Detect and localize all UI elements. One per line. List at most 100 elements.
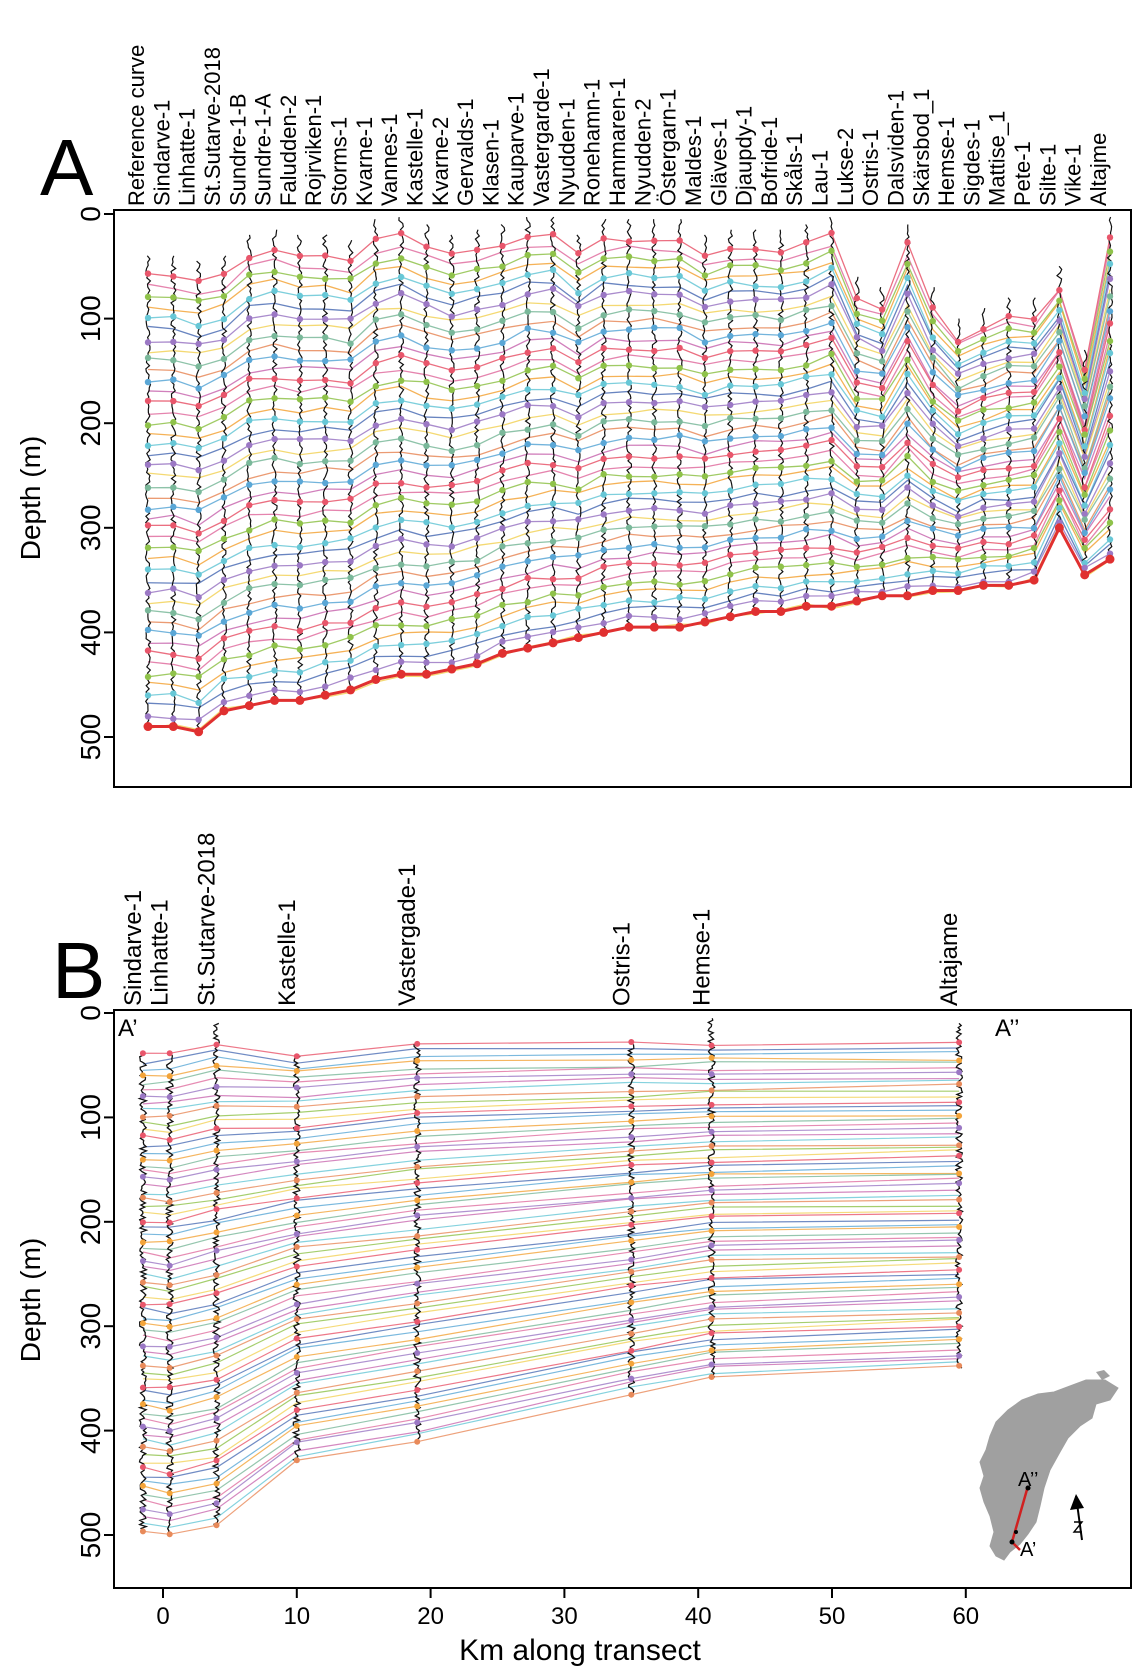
correlation-marker [828,490,835,497]
correlation-marker [473,477,481,485]
correlation-marker [853,578,861,585]
correlation-marker [473,557,481,565]
correlation-marker [166,1323,173,1330]
correlation-marker [904,472,911,479]
correlation-marker [708,1159,715,1166]
correlation-marker [322,394,329,401]
well-log-curve [600,218,608,631]
well-name-label: Ronehamn-1 [580,79,605,206]
correlation-marker [1056,374,1063,382]
correlation-marker [625,560,633,567]
correlation-marker [322,498,329,506]
correlation-marker [414,1387,421,1394]
correlation-marker [853,478,861,485]
correlation-marker [271,268,278,276]
correlation-marker [625,326,633,333]
correlation-line [142,1083,960,1118]
correlation-marker [651,599,658,606]
correlation-marker [372,622,380,629]
correlation-marker [777,397,785,404]
y-tick-label: 200 [75,400,106,447]
correlation-marker [473,364,481,371]
panel-b: B 0 100 200 300 400 500 0 10 20 30 40 50 60 Sindarv… [15,833,1132,1667]
correlation-marker [828,371,835,378]
correlation-marker [220,292,228,300]
correlation-marker [929,515,936,522]
correlation-marker [293,1457,300,1464]
correlation-marker [166,1531,173,1538]
correlation-marker [213,1206,220,1213]
correlation-marker [1056,473,1063,481]
correlation-marker [575,552,582,559]
correlation-marker [727,588,734,595]
correlation-marker [139,1194,146,1201]
correlation-line [142,1144,960,1203]
correlation-marker [628,1317,635,1324]
correlation-marker [676,272,683,280]
correlation-marker [448,426,455,434]
base-horizon-marker [725,612,735,622]
base-horizon-marker [1105,554,1115,564]
correlation-marker [600,620,607,627]
correlation-marker [853,395,861,403]
correlation-marker [1056,497,1063,504]
correlation-marker [828,508,835,515]
correlation-marker [1081,544,1088,552]
correlation-marker [904,500,911,507]
correlation-marker [929,354,936,361]
correlation-marker [414,1438,421,1445]
correlation-marker [1005,524,1012,531]
correlation-marker [144,589,152,597]
correlation-marker [213,1147,220,1154]
y-tick-label: 100 [75,1094,106,1141]
correlation-marker [1106,441,1114,449]
correlation-marker [828,229,835,237]
correlation-marker [904,308,911,315]
correlation-marker [246,417,253,424]
correlation-line [142,1149,960,1216]
correlation-marker [246,652,253,659]
correlation-marker [296,377,304,384]
correlation-marker [904,583,911,590]
well-log-curve [499,224,506,652]
correlation-marker [246,673,253,681]
correlation-marker [727,382,734,389]
correlation-marker [499,377,506,384]
correlation-marker [777,348,785,355]
correlation-marker [708,1087,715,1094]
correlation-marker [1030,434,1038,441]
correlation-marker [1056,349,1063,356]
correlation-marker [397,397,405,404]
correlation-marker [853,437,861,444]
correlation-marker [448,347,455,354]
correlation-marker [322,599,329,607]
correlation-marker [828,302,835,310]
correlation-marker [213,1376,220,1383]
correlation-marker [828,389,835,396]
correlation-marker [549,402,557,410]
well-name-label: Altajme [1086,133,1111,206]
correlation-marker [752,534,759,542]
correlation-marker [271,686,278,694]
correlation-marker [853,588,861,595]
correlation-marker [701,490,709,497]
correlation-marker [803,496,810,503]
correlation-marker [980,490,987,498]
correlation-marker [524,518,531,525]
correlation-marker [954,532,962,539]
correlation-marker [322,291,329,299]
correlation-marker [853,535,861,543]
correlation-marker [372,316,380,323]
correlation-marker [549,500,557,507]
correlation-marker [499,450,506,457]
correlation-marker [628,1221,635,1228]
correlation-marker [600,255,607,262]
correlation-marker [499,525,506,532]
correlation-marker [144,293,152,301]
correlation-marker [956,1323,963,1330]
correlation-marker [929,381,936,389]
correlation-marker [727,262,734,269]
correlation-line [147,333,1111,436]
base-horizon-marker [143,722,153,732]
correlation-marker [139,1464,146,1471]
